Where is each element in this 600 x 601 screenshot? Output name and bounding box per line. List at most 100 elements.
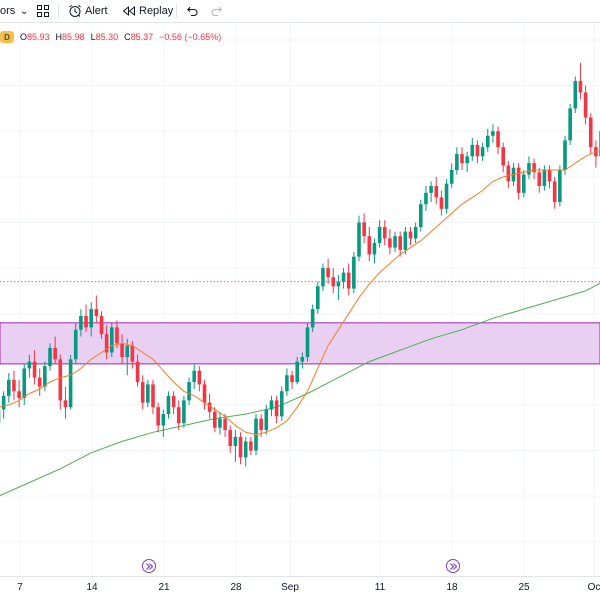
- candle: [398, 232, 402, 257]
- time-axis[interactable]: 7 14 21 28 Sep 11 18 25 Oc: [0, 576, 600, 601]
- change-value: −0.56 (−0.65%): [159, 32, 221, 42]
- candle-body: [110, 327, 114, 352]
- candle: [501, 143, 505, 173]
- candle: [368, 227, 372, 261]
- redo-button[interactable]: [210, 0, 224, 22]
- candle-body: [79, 316, 83, 330]
- candle-body: [419, 204, 423, 227]
- candle: [460, 147, 464, 170]
- candle-body: [398, 236, 402, 250]
- candle-body: [141, 382, 145, 403]
- high-value: H85.98: [56, 32, 85, 42]
- toolbar-divider: [58, 4, 59, 18]
- indicators-button[interactable]: ors: [0, 0, 15, 22]
- candle-body: [7, 380, 11, 396]
- candle-body: [136, 362, 140, 383]
- undo-button[interactable]: [185, 0, 199, 22]
- candle-body: [239, 437, 243, 458]
- candle: [574, 76, 578, 112]
- candle: [553, 177, 557, 209]
- event-marker-icon[interactable]: [142, 559, 156, 573]
- candle-body: [301, 357, 305, 362]
- alert-label: Alert: [85, 5, 108, 17]
- toolbar-divider: [176, 4, 177, 18]
- candle: [192, 364, 196, 389]
- replay-label: Replay: [139, 5, 173, 17]
- price-chart[interactable]: [0, 22, 600, 576]
- replay-button[interactable]: Replay: [122, 0, 173, 22]
- candle-body: [64, 400, 68, 407]
- candle-body: [501, 147, 505, 165]
- candle-body: [368, 236, 372, 254]
- candle: [527, 156, 531, 179]
- candle-body: [378, 227, 382, 243]
- x-tick-label: 11: [375, 582, 385, 593]
- candle-body: [74, 330, 78, 360]
- candle-body: [59, 359, 63, 400]
- candle-body: [326, 268, 330, 277]
- candle: [342, 268, 346, 289]
- candlestick-series: [0, 63, 600, 467]
- candle: [594, 140, 598, 167]
- candle: [409, 227, 413, 245]
- candle: [388, 229, 392, 254]
- candle-body: [290, 375, 294, 382]
- candle-body: [306, 327, 310, 357]
- indicators-label: ors: [0, 5, 15, 17]
- candle: [543, 165, 547, 190]
- indicator-templates-button[interactable]: [36, 0, 50, 22]
- chart-grid: [0, 22, 600, 576]
- x-tick-label: 25: [518, 582, 529, 593]
- open-value: O85.93: [20, 32, 50, 42]
- chevron-down-icon[interactable]: ⌄: [20, 0, 28, 22]
- candle: [331, 268, 335, 293]
- interval-badge[interactable]: D: [0, 31, 14, 43]
- candle: [548, 165, 552, 188]
- candle-body: [198, 371, 202, 385]
- candle-body: [434, 186, 438, 197]
- candle: [182, 396, 186, 428]
- candle: [434, 177, 438, 204]
- candle-body: [517, 168, 521, 193]
- candle-body: [12, 380, 16, 391]
- candle: [167, 391, 171, 418]
- candle: [445, 179, 449, 213]
- candle: [537, 168, 541, 193]
- candle: [151, 380, 155, 414]
- candle: [393, 232, 397, 253]
- candle: [337, 275, 341, 300]
- candle-body: [568, 108, 572, 140]
- candle-body: [280, 391, 284, 416]
- fast-ma-path: [0, 150, 600, 435]
- x-tick-label: 18: [446, 582, 457, 593]
- grid-icon: [36, 4, 50, 18]
- candle-body: [167, 396, 171, 414]
- low-value: L85.30: [91, 32, 119, 42]
- candle: [584, 86, 588, 125]
- double-chevron-icon: [145, 562, 154, 571]
- candle-body: [95, 309, 99, 316]
- candle: [316, 282, 320, 314]
- top-toolbar: ors ⌄ Alert Replay: [0, 0, 600, 23]
- candle: [455, 147, 459, 174]
- candle-body: [409, 232, 413, 239]
- price-zone-rectangle[interactable]: [0, 323, 600, 364]
- candle-body: [450, 170, 454, 184]
- candle: [270, 396, 274, 417]
- candle-body: [120, 343, 124, 357]
- event-marker-icon[interactable]: [446, 559, 460, 573]
- alert-button[interactable]: Alert: [68, 0, 108, 22]
- candle-body: [522, 175, 526, 193]
- alarm-clock-icon: [68, 4, 82, 18]
- candle: [491, 124, 495, 142]
- candle: [429, 181, 433, 202]
- candle: [69, 355, 73, 410]
- candle-body: [316, 286, 320, 309]
- x-tick-label: 7: [17, 582, 23, 593]
- candle-body: [424, 193, 428, 204]
- candle: [95, 295, 99, 322]
- candle-body: [558, 170, 562, 202]
- candle-body: [38, 378, 42, 387]
- candle: [38, 368, 42, 395]
- candle-body: [223, 419, 227, 430]
